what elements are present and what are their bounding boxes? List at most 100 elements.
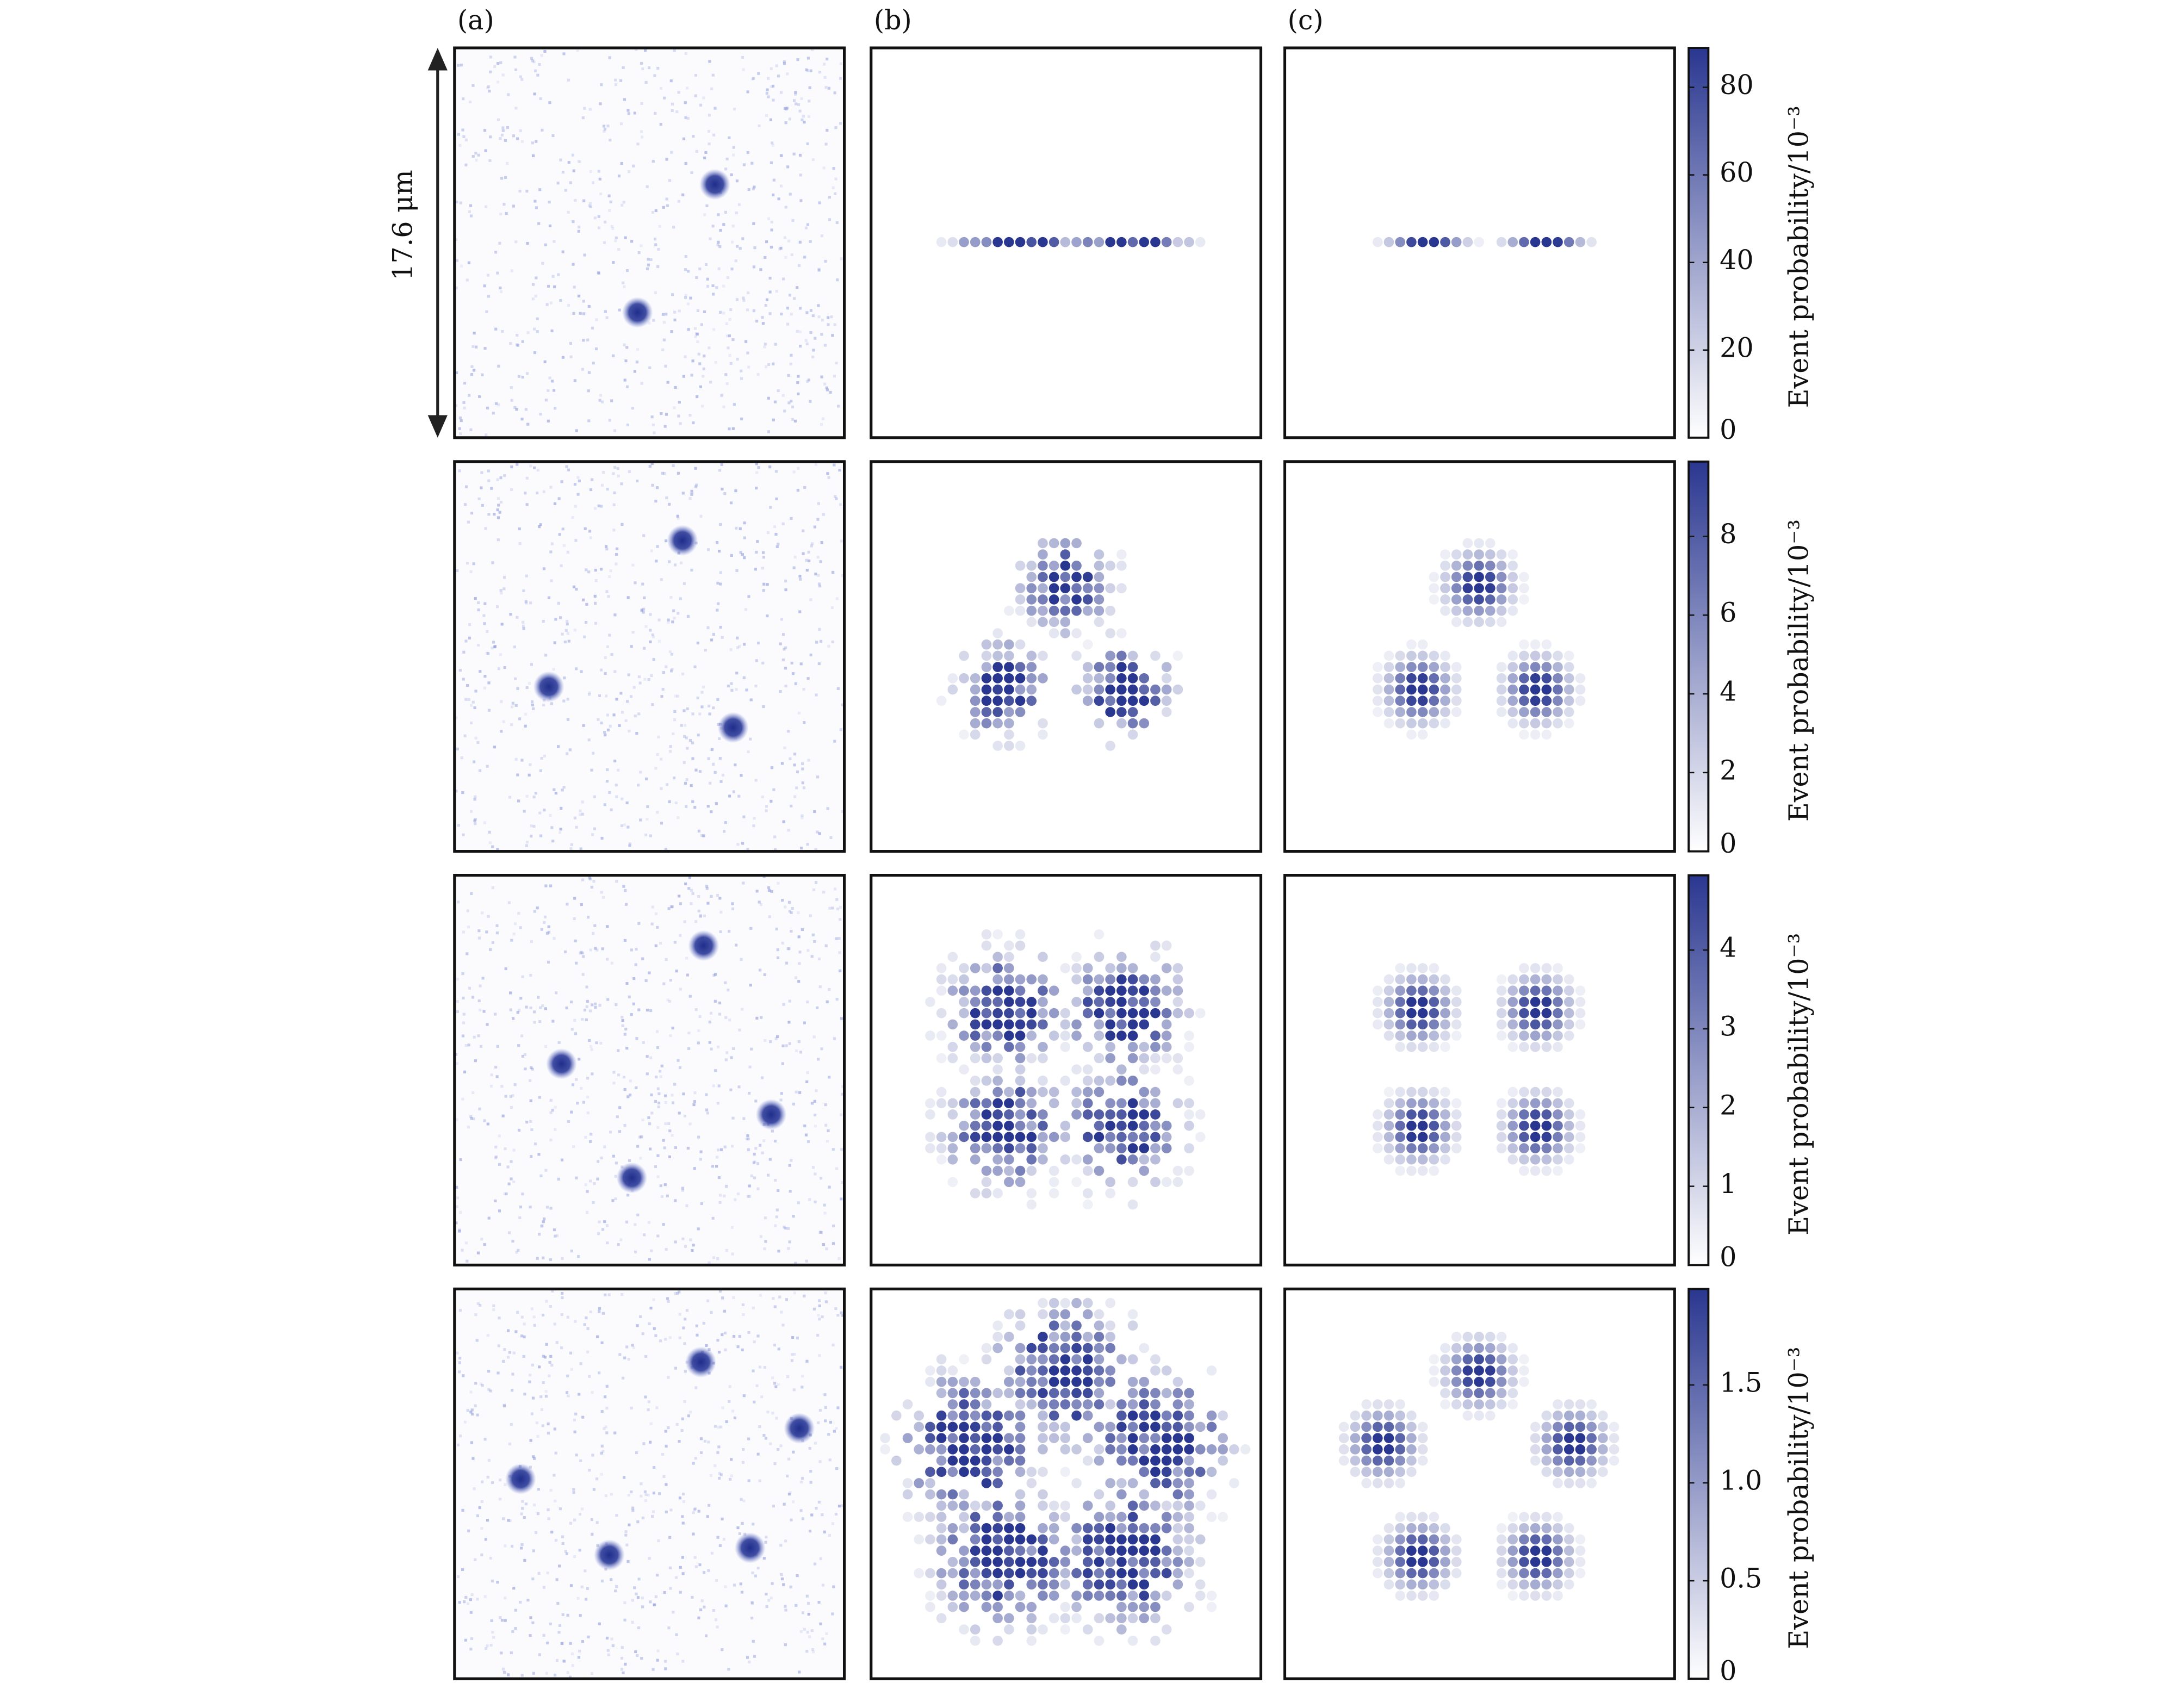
map-dot [1496, 1399, 1507, 1409]
map-dot [936, 1545, 947, 1556]
map-dot [1507, 1534, 1518, 1545]
map-dot [1563, 997, 1574, 1007]
noise-pixel [637, 251, 641, 254]
noise-pixel [532, 1455, 535, 1458]
map-dot [1038, 1019, 1048, 1030]
map-dot [992, 1635, 1003, 1646]
noise-pixel [724, 981, 727, 984]
map-dot [1395, 650, 1406, 661]
map-dot [1015, 985, 1026, 996]
noise-pixel [822, 891, 826, 894]
map-dot [981, 1455, 992, 1466]
noise-pixel [514, 704, 518, 707]
noise-pixel [519, 926, 522, 929]
map-dot [1161, 1041, 1172, 1052]
map-dot [992, 1008, 1003, 1019]
noise-pixel [575, 961, 578, 965]
map-dot [1383, 1154, 1394, 1165]
noise-pixel [747, 1137, 750, 1141]
noise-pixel [718, 897, 722, 900]
map-dot [1127, 1523, 1138, 1533]
noise-pixel [784, 1643, 787, 1647]
map-dot [1139, 695, 1150, 706]
map-dot [970, 1076, 981, 1086]
noise-pixel [538, 188, 542, 191]
noise-pixel [624, 359, 628, 363]
map-dot [1406, 1120, 1417, 1131]
noise-pixel [662, 671, 665, 674]
simulated-map [1283, 46, 1676, 439]
map-dot [1519, 1545, 1529, 1556]
noise-pixel [525, 841, 529, 844]
noise-pixel [462, 650, 466, 654]
noise-pixel [610, 961, 614, 965]
map-dot [1575, 1019, 1586, 1030]
noise-pixel [644, 1355, 648, 1358]
map-dot [1015, 561, 1026, 571]
noise-pixel [597, 271, 600, 275]
map-dot [1094, 605, 1105, 616]
noise-pixel [784, 206, 787, 209]
noise-pixel [742, 1117, 746, 1120]
map-dot [1507, 662, 1518, 672]
map-dot [1071, 1086, 1082, 1097]
noise-pixel [784, 905, 787, 909]
noise-pixel [458, 427, 461, 430]
noise-pixel [731, 338, 735, 341]
noise-pixel [531, 283, 535, 286]
map-dot [1161, 1008, 1172, 1019]
noise-pixel [822, 63, 826, 66]
noise-pixel [506, 162, 509, 165]
noise-pixel [580, 951, 583, 954]
noise-pixel [806, 1630, 809, 1634]
noise-pixel [595, 318, 598, 321]
noise-pixel [553, 285, 556, 288]
map-dot [992, 952, 1003, 962]
noise-pixel [582, 312, 586, 315]
noise-pixel [541, 262, 544, 265]
noise-pixel [644, 1499, 647, 1502]
map-dot [1541, 237, 1552, 247]
map-dot [992, 1132, 1003, 1142]
noise-pixel [604, 1293, 607, 1296]
noise-pixel [572, 585, 576, 588]
map-dot [1082, 572, 1093, 582]
noise-pixel [713, 999, 717, 1003]
map-dot [1116, 1064, 1127, 1075]
noise-pixel [814, 337, 817, 340]
noise-pixel [777, 389, 780, 393]
map-dot [1082, 1410, 1093, 1421]
map-dot [1150, 1478, 1161, 1488]
panel-frame [453, 460, 846, 853]
map-dot [1563, 1410, 1574, 1421]
noise-pixel [813, 940, 816, 943]
noise-pixel [712, 762, 715, 766]
noise-pixel [488, 159, 492, 162]
map-dot [992, 628, 1003, 638]
map-dot [1127, 1109, 1138, 1120]
noise-pixel [796, 1574, 799, 1578]
noise-pixel [656, 1234, 660, 1238]
noise-pixel [828, 1076, 831, 1079]
map-dot [1048, 538, 1059, 549]
map-dot [1048, 1354, 1059, 1365]
noise-pixel [773, 525, 776, 529]
map-dot [1372, 1545, 1383, 1556]
noise-pixel [820, 333, 823, 336]
map-dot [1082, 1500, 1093, 1511]
noise-pixel [671, 1101, 675, 1104]
noise-pixel [690, 902, 693, 905]
noise-pixel [828, 1458, 832, 1462]
noise-pixel [756, 540, 759, 543]
map-dot [1429, 1557, 1440, 1567]
map-dot [1417, 997, 1428, 1007]
noise-pixel [569, 1000, 573, 1004]
noise-pixel [648, 321, 651, 325]
noise-pixel [793, 556, 797, 559]
map-dot [981, 1041, 992, 1052]
map-dot [1161, 1500, 1172, 1511]
noise-pixel [812, 1307, 816, 1311]
noise-pixel [669, 750, 672, 753]
noise-pixel [674, 1291, 677, 1295]
noise-pixel [595, 1335, 599, 1338]
